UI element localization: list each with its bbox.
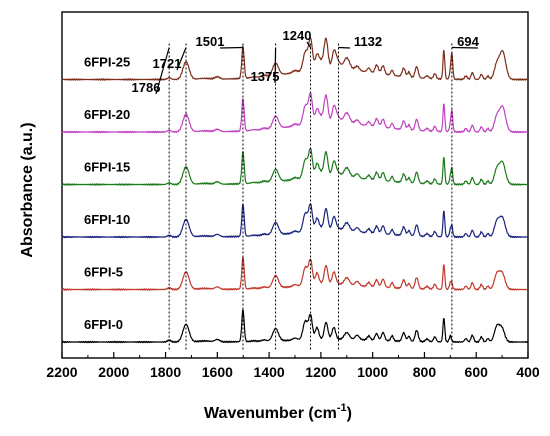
peak-leader-line [451, 46, 479, 49]
x-tick-label: 400 [516, 364, 540, 380]
peak-label: 1132 [354, 34, 382, 49]
peak-leader-line [274, 47, 277, 84]
x-axis-title: Wavenumber (cm-1) [204, 402, 352, 422]
peak-leader-line [338, 46, 351, 49]
spectrum-line [61, 37, 529, 81]
x-tick-label: 2000 [98, 364, 129, 380]
spectrum-line [61, 309, 529, 344]
series-label: 6FPI-0 [84, 317, 123, 332]
spectrum-line [61, 147, 529, 186]
series-label: 6FPI-20 [84, 107, 130, 122]
x-tick-label: 1400 [254, 364, 285, 380]
peak-label: 1501 [196, 34, 225, 49]
peak-leader-line [219, 46, 243, 49]
series-label: 6FPI-5 [84, 265, 123, 280]
x-tick-label: 800 [413, 364, 437, 380]
series-label: 6FPI-15 [84, 160, 130, 175]
x-axis-title-main: Wavenumber (cm [204, 405, 337, 422]
x-tick-label: 2200 [46, 364, 77, 380]
peak-label: 1786 [132, 80, 161, 95]
spectrum-line [61, 203, 529, 239]
peak-leader-line [155, 47, 170, 95]
x-tick-label: 1000 [357, 364, 388, 380]
peak-leader-line [306, 41, 312, 48]
peak-label: 694 [457, 34, 479, 49]
peak-label: 1721 [153, 56, 182, 71]
x-tick-label: 1200 [305, 364, 336, 380]
spectrum-line [61, 92, 529, 134]
peak-leader-line [176, 47, 187, 71]
spectrum-line [61, 256, 529, 291]
peak-label: 1240 [283, 28, 312, 43]
x-tick-label: 1800 [150, 364, 181, 380]
x-tick-label: 1600 [202, 364, 233, 380]
series-label: 6FPI-10 [84, 212, 130, 227]
y-axis-title: Absorbance (a.u.) [19, 122, 36, 257]
peak-label: 1375 [251, 69, 280, 84]
x-axis-title-close: ) [347, 405, 352, 422]
x-axis-title-sup: -1 [337, 402, 347, 414]
series-label: 6FPI-25 [84, 55, 130, 70]
x-tick-label: 600 [465, 364, 489, 380]
